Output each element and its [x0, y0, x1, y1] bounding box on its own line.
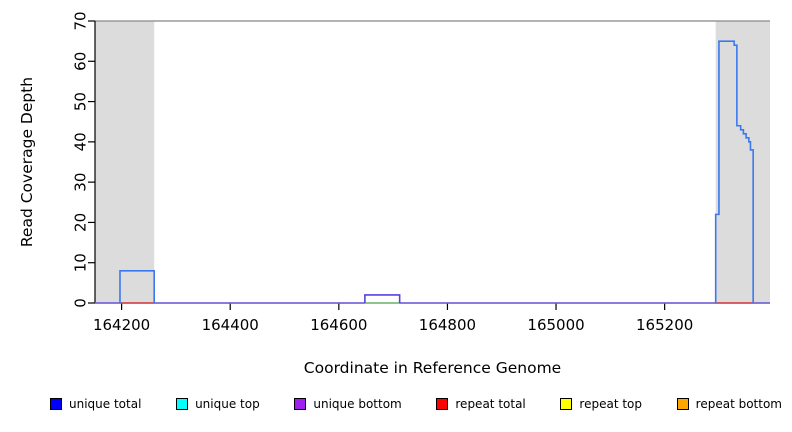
legend-label: unique total [69, 397, 142, 411]
y-tick-label: 10 [72, 253, 90, 272]
legend-item-unique-bottom: unique bottom [294, 397, 402, 411]
x-tick-label: 165200 [636, 316, 693, 334]
x-tick-label: 164200 [93, 316, 150, 334]
y-tick-label: 0 [72, 298, 90, 308]
series-unique-total-step1 [119, 269, 155, 303]
series-unique-bottom-step2 [364, 294, 401, 303]
repeat-total-swatch-icon [436, 398, 449, 410]
x-axis-title: Coordinate in Reference Genome [304, 359, 561, 377]
y-tick-label: 70 [72, 11, 90, 30]
legend-label: repeat total [455, 397, 526, 411]
y-tick-label: 20 [72, 213, 90, 232]
legend-item-repeat-total: repeat total [436, 397, 526, 411]
y-axis-title: Read Coverage Depth [18, 77, 36, 247]
x-tick-label: 164800 [419, 316, 476, 334]
legend-item-repeat-bottom: repeat bottom [676, 397, 782, 411]
unique-total-swatch-icon [50, 398, 62, 410]
y-tick-label: 40 [72, 132, 90, 151]
masked-region-right [715, 21, 770, 303]
legend-label: repeat bottom [695, 397, 782, 411]
coverage-plot: 0 10 20 30 40 50 60 70 164200 164400 164600 164800 1… [18, 11, 770, 377]
masked-region-left [95, 21, 155, 303]
chart-area: 0 10 20 30 40 50 60 70 164200 164400 164600 164800 1… [18, 11, 770, 377]
y-tick-label: 30 [72, 173, 90, 192]
y-tick-label: 60 [72, 52, 90, 71]
legend-label: unique bottom [313, 397, 402, 411]
legend-label: repeat top [579, 397, 643, 411]
legend: unique total unique top unique bottom re… [50, 392, 782, 416]
x-tick-label: 165000 [527, 316, 584, 334]
unique-top-swatch-icon [176, 398, 189, 410]
y-tick-label: 50 [72, 92, 90, 111]
legend-label: unique top [195, 397, 260, 411]
legend-item-unique-top: unique top [176, 397, 260, 411]
legend-item-unique-total: unique total [50, 397, 141, 411]
repeat-bottom-swatch-icon [676, 398, 689, 410]
series-unique-total-peak [714, 40, 754, 303]
legend-item-repeat-top: repeat top [560, 397, 642, 411]
x-tick-label: 164600 [310, 316, 367, 334]
x-tick-label: 164400 [202, 316, 259, 334]
repeat-top-swatch-icon [560, 398, 573, 410]
unique-bottom-swatch-icon [294, 398, 307, 410]
